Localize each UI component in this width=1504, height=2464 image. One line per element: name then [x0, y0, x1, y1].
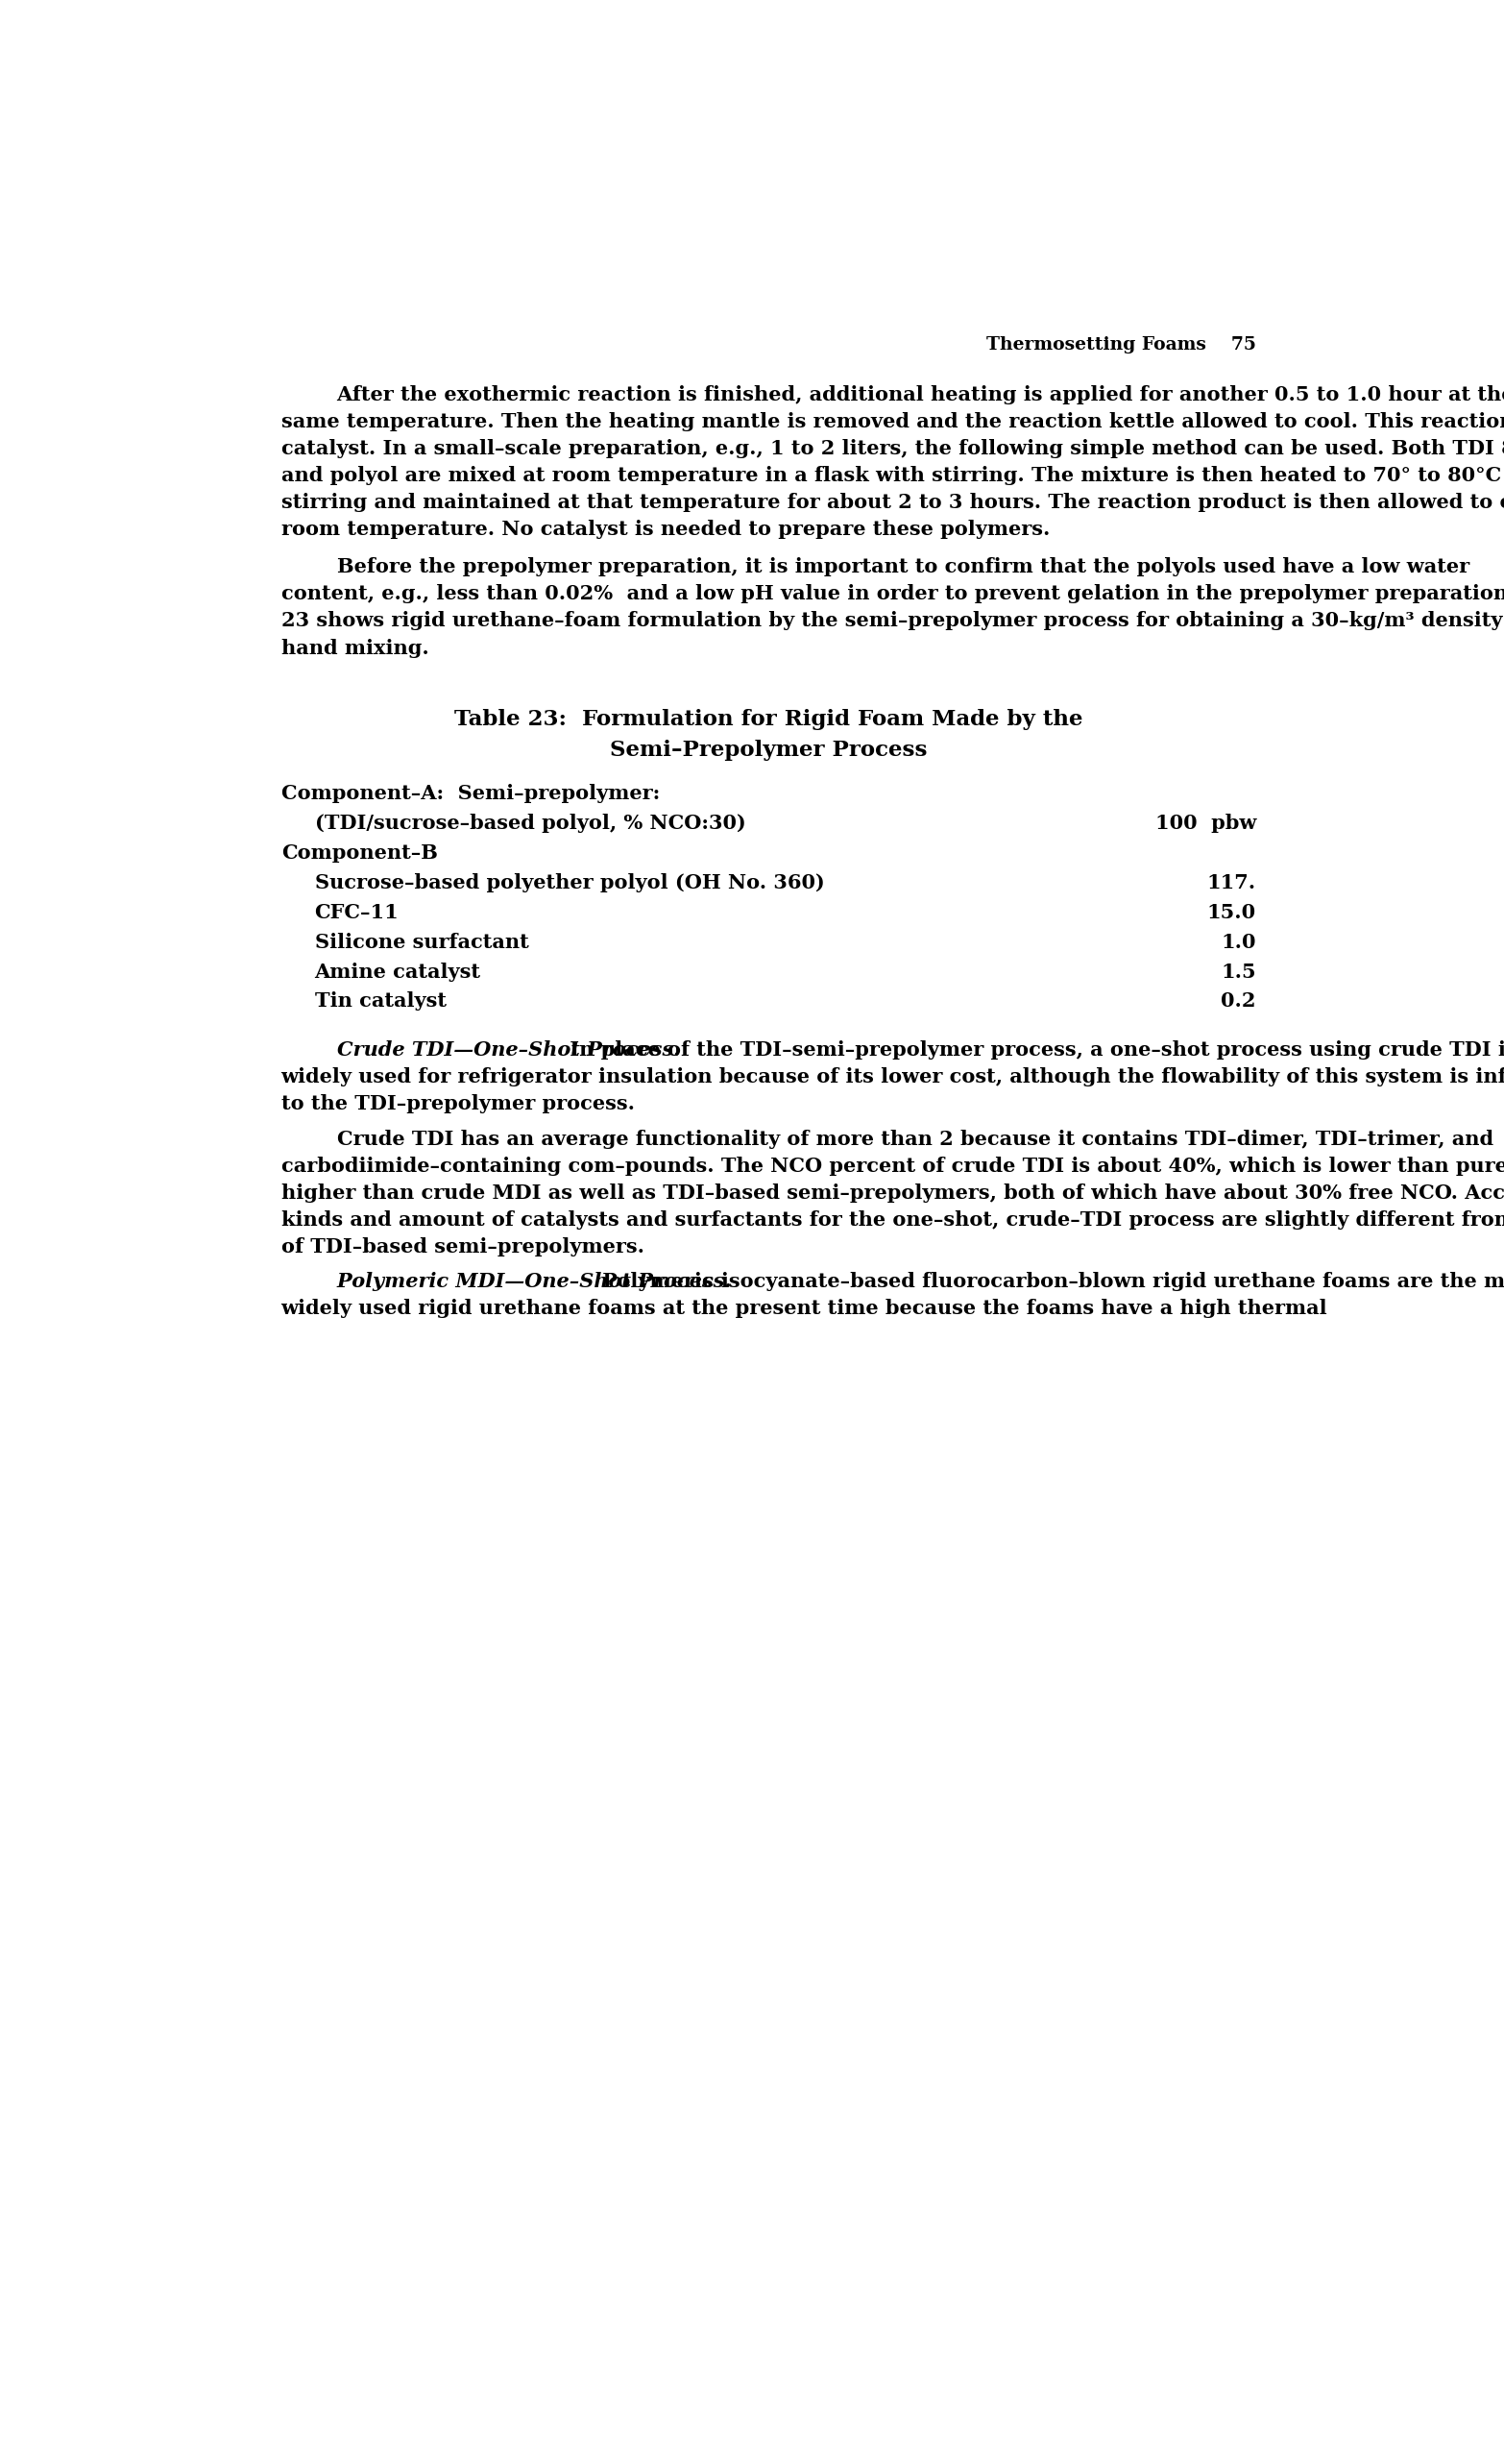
Text: Crude TDI—One–Shot Process.: Crude TDI—One–Shot Process. — [281, 1040, 680, 1060]
Text: catalyst. In a small–scale preparation, e.g., 1 to 2 liters, the following simpl: catalyst. In a small–scale preparation, … — [281, 439, 1504, 458]
Text: 1.5: 1.5 — [1221, 961, 1256, 981]
Text: CFC–11: CFC–11 — [314, 902, 399, 922]
Text: Sucrose–based polyether polyol (OH No. 360): Sucrose–based polyether polyol (OH No. 3… — [314, 872, 824, 892]
Text: widely used rigid urethane foams at the present time because the foams have a hi: widely used rigid urethane foams at the … — [281, 1299, 1328, 1318]
Text: stirring and maintained at that temperature for about 2 to 3 hours. The reaction: stirring and maintained at that temperat… — [281, 493, 1504, 513]
Text: Amine catalyst: Amine catalyst — [314, 961, 481, 981]
Text: kinds and amount of catalysts and surfactants for the one–shot, crude–TDI proces: kinds and amount of catalysts and surfac… — [281, 1210, 1504, 1230]
Text: Component–A:  Semi–prepolymer:: Component–A: Semi–prepolymer: — [281, 784, 660, 803]
Text: widely used for refrigerator insulation because of its lower cost, although the : widely used for refrigerator insulation … — [281, 1067, 1504, 1087]
Text: of TDI–based semi–prepolymers.: of TDI–based semi–prepolymers. — [281, 1237, 644, 1257]
Text: content, e.g., less than 0.02%  and a low pH value in order to prevent gelation : content, e.g., less than 0.02% and a low… — [281, 584, 1504, 604]
Text: 15.0: 15.0 — [1208, 902, 1256, 922]
Text: carbodiimide–containing com–pounds. The NCO percent of crude TDI is about 40%, w: carbodiimide–containing com–pounds. The … — [281, 1156, 1504, 1175]
Text: hand mixing.: hand mixing. — [281, 638, 429, 658]
Text: room temperature. No catalyst is needed to prepare these polymers.: room temperature. No catalyst is needed … — [281, 520, 1050, 540]
Text: Silicone surfactant: Silicone surfactant — [314, 931, 528, 951]
Text: Polymeric MDI—One–Shot Process.: Polymeric MDI—One–Shot Process. — [281, 1271, 731, 1291]
Text: Crude TDI has an average functionality of more than 2 because it contains TDI–di: Crude TDI has an average functionality o… — [281, 1129, 1493, 1148]
Text: Semi–Prepolymer Process: Semi–Prepolymer Process — [609, 739, 928, 761]
Text: and polyol are mixed at room temperature in a flask with stirring. The mixture i: and polyol are mixed at room temperature… — [281, 466, 1504, 485]
Text: 117.: 117. — [1208, 872, 1256, 892]
Text: Table 23:  Formulation for Rigid Foam Made by the: Table 23: Formulation for Rigid Foam Mad… — [454, 710, 1083, 729]
Text: After the exothermic reaction is finished, additional heating is applied for ano: After the exothermic reaction is finishe… — [281, 384, 1504, 404]
Text: 100  pbw: 100 pbw — [1155, 813, 1256, 833]
Text: 23 shows rigid urethane–foam formulation by the semi–prepolymer process for obta: 23 shows rigid urethane–foam formulation… — [281, 611, 1504, 631]
Text: same temperature. Then the heating mantle is removed and the reaction kettle all: same temperature. Then the heating mantl… — [281, 411, 1504, 431]
Text: Component–B: Component–B — [281, 843, 438, 862]
Text: In place of the TDI–semi–prepolymer process, a one–shot process using crude TDI : In place of the TDI–semi–prepolymer proc… — [564, 1040, 1504, 1060]
Text: Polymeric isocyanate–based fluorocarbon–blown rigid urethane foams are the most: Polymeric isocyanate–based fluorocarbon–… — [596, 1271, 1504, 1291]
Text: Before the prepolymer preparation, it is important to confirm that the polyols u: Before the prepolymer preparation, it is… — [281, 557, 1469, 577]
Text: (TDI/sucrose–based polyol, % NCO:30): (TDI/sucrose–based polyol, % NCO:30) — [314, 813, 746, 833]
Text: to the TDI–prepolymer process.: to the TDI–prepolymer process. — [281, 1094, 635, 1114]
Text: 0.2: 0.2 — [1221, 993, 1256, 1010]
Text: Thermosetting Foams    75: Thermosetting Foams 75 — [987, 338, 1256, 355]
Text: 1.0: 1.0 — [1221, 931, 1256, 951]
Text: Tin catalyst: Tin catalyst — [314, 993, 447, 1010]
Text: higher than crude MDI as well as TDI–based semi–prepolymers, both of which have : higher than crude MDI as well as TDI–bas… — [281, 1183, 1504, 1202]
